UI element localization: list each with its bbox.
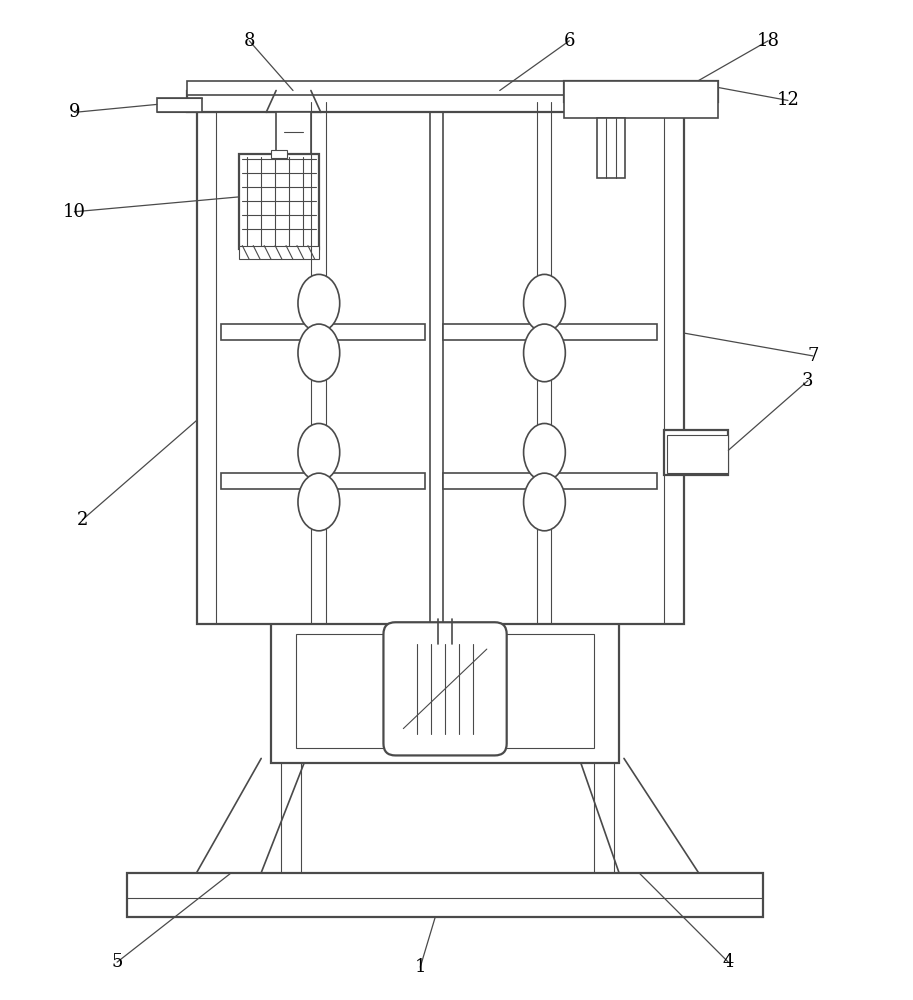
Text: 6: 6 bbox=[563, 32, 575, 50]
Text: 3: 3 bbox=[803, 372, 813, 390]
Bar bbox=[127, 873, 763, 917]
Bar bbox=[664, 430, 729, 475]
Bar bbox=[271, 150, 287, 158]
Ellipse shape bbox=[298, 423, 340, 481]
Text: 10: 10 bbox=[63, 203, 86, 221]
Text: 5: 5 bbox=[111, 953, 122, 971]
Bar bbox=[443, 473, 656, 489]
Bar bbox=[222, 473, 425, 489]
Bar bbox=[296, 634, 594, 748]
Bar bbox=[443, 324, 656, 340]
Bar bbox=[239, 154, 319, 249]
FancyBboxPatch shape bbox=[383, 622, 507, 755]
Text: 8: 8 bbox=[244, 32, 255, 50]
Bar bbox=[186, 81, 694, 95]
Text: 18: 18 bbox=[757, 32, 780, 50]
Bar bbox=[564, 81, 719, 118]
Text: 1: 1 bbox=[415, 958, 426, 976]
Ellipse shape bbox=[523, 274, 565, 332]
Bar bbox=[186, 91, 694, 112]
Text: 12: 12 bbox=[777, 91, 800, 109]
Bar bbox=[564, 81, 719, 102]
Ellipse shape bbox=[523, 473, 565, 531]
Bar bbox=[157, 98, 202, 112]
Ellipse shape bbox=[523, 324, 565, 382]
Bar bbox=[222, 324, 425, 340]
Bar bbox=[196, 102, 684, 624]
Bar bbox=[597, 118, 625, 178]
Text: 4: 4 bbox=[723, 953, 734, 971]
Bar bbox=[239, 246, 319, 259]
Ellipse shape bbox=[523, 423, 565, 481]
Text: 7: 7 bbox=[807, 347, 819, 365]
Ellipse shape bbox=[298, 274, 340, 332]
Bar bbox=[666, 435, 729, 473]
Bar bbox=[276, 112, 311, 154]
Ellipse shape bbox=[298, 324, 340, 382]
Bar bbox=[271, 619, 619, 763]
Ellipse shape bbox=[298, 473, 340, 531]
Text: 2: 2 bbox=[77, 511, 88, 529]
Text: 9: 9 bbox=[68, 103, 80, 121]
